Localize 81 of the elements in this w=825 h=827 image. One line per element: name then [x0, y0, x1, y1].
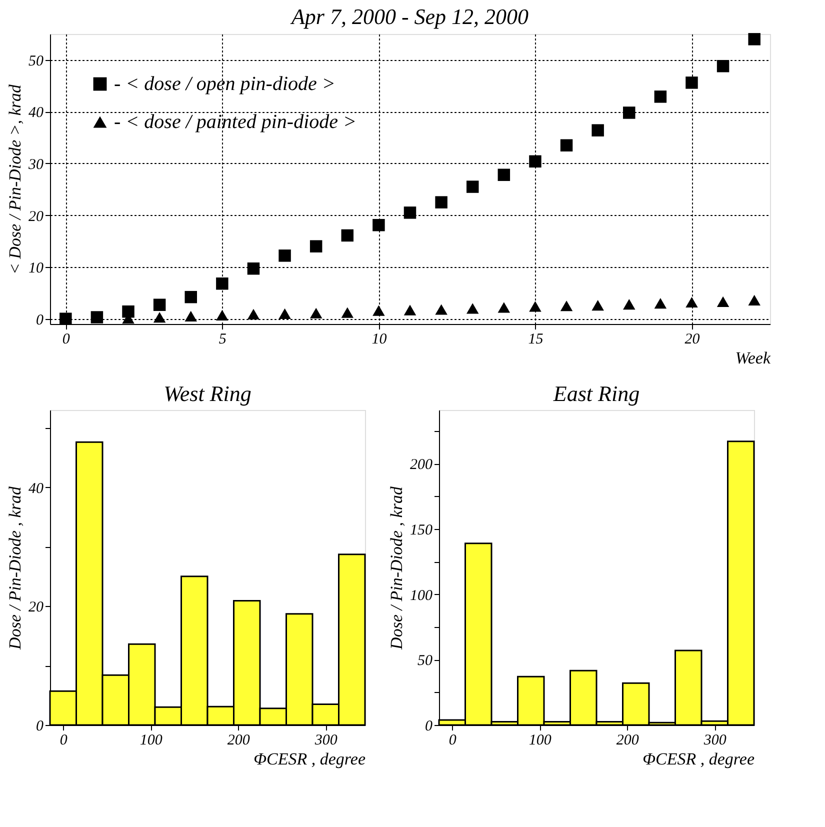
point [435, 304, 448, 315]
point [90, 311, 104, 324]
point [592, 300, 604, 311]
legend-label: - < dose / painted pin-diode > [114, 111, 357, 133]
point [466, 303, 479, 314]
legend-label: - < dose / open pin-diode > [114, 73, 336, 95]
point [216, 310, 228, 320]
y-tick-label: 50 [28, 53, 44, 70]
y-tick-label: 10 [28, 260, 44, 277]
x-tick-label: 300 [702, 732, 727, 748]
point [686, 296, 698, 308]
x-tick-label: 0 [62, 332, 70, 348]
x-tick-label: 200 [227, 732, 250, 748]
point [60, 312, 72, 325]
y-tick-label: 50 [418, 653, 433, 670]
y-tick-label: 0 [36, 312, 44, 328]
point [560, 139, 573, 152]
point [341, 307, 354, 318]
point [372, 305, 385, 316]
point [122, 305, 134, 318]
point [560, 300, 573, 312]
point [748, 33, 760, 46]
point [466, 180, 479, 193]
x-tick-label: 100 [140, 732, 163, 748]
point [153, 298, 166, 311]
point [184, 310, 197, 322]
point [278, 308, 291, 319]
x-tick-label: 100 [528, 732, 552, 748]
point [247, 308, 260, 320]
point [748, 294, 760, 306]
point [654, 90, 667, 103]
y-tick-label: 20 [28, 600, 44, 616]
point [404, 206, 416, 219]
x-tick-label: 15 [528, 332, 544, 348]
x-axis-title: ΦCESR , degree [642, 750, 755, 768]
point [686, 76, 698, 89]
chart-title: East Ring [552, 381, 640, 406]
point [372, 218, 385, 232]
point [184, 290, 197, 304]
x-tick-label: 200 [616, 732, 640, 748]
x-axis-title: ΦCESR , degree [254, 750, 366, 768]
y-tick-label: 0 [425, 718, 433, 734]
point [310, 240, 322, 252]
point [529, 301, 542, 312]
point [216, 277, 228, 290]
point [716, 296, 730, 308]
x-tick-label: 0 [448, 732, 457, 748]
point [498, 302, 510, 313]
y-tick-label: 100 [410, 588, 433, 604]
y-tick-label: 40 [28, 105, 44, 122]
point [278, 250, 291, 262]
point [623, 299, 636, 310]
y-axis-title: Dose / Pin-Diode , krad [387, 486, 406, 650]
point [654, 298, 667, 309]
point [341, 229, 354, 242]
x-tick-label: 5 [218, 332, 227, 348]
y-tick-label: 0 [36, 718, 44, 734]
point [247, 262, 260, 275]
point [529, 155, 542, 168]
point [404, 304, 416, 316]
chart-title: Apr 7, 2000 - Sep 12, 2000 [289, 4, 529, 30]
y-tick-label: 20 [28, 208, 44, 225]
point [592, 124, 604, 136]
x-tick-label: 300 [314, 732, 338, 748]
chart-title: West Ring [164, 381, 252, 406]
y-tick-label: 150 [410, 522, 433, 538]
y-tick-label: 200 [410, 457, 433, 474]
point [153, 312, 166, 323]
x-tick-label: 20 [684, 332, 700, 348]
y-axis-title: Dose / Pin-Diode , krad [6, 486, 24, 650]
point [623, 106, 636, 119]
point [435, 196, 448, 208]
x-axis-title: Week [735, 348, 771, 368]
point [310, 308, 322, 318]
y-tick-label: 30 [28, 156, 44, 173]
x-tick-label: 0 [60, 732, 68, 748]
y-tick-label: 40 [28, 480, 44, 497]
point [498, 168, 510, 181]
point [716, 60, 730, 72]
y-axis-title: < Dose / Pin-Diode >, krad [6, 84, 24, 275]
x-tick-label: 10 [372, 332, 388, 348]
